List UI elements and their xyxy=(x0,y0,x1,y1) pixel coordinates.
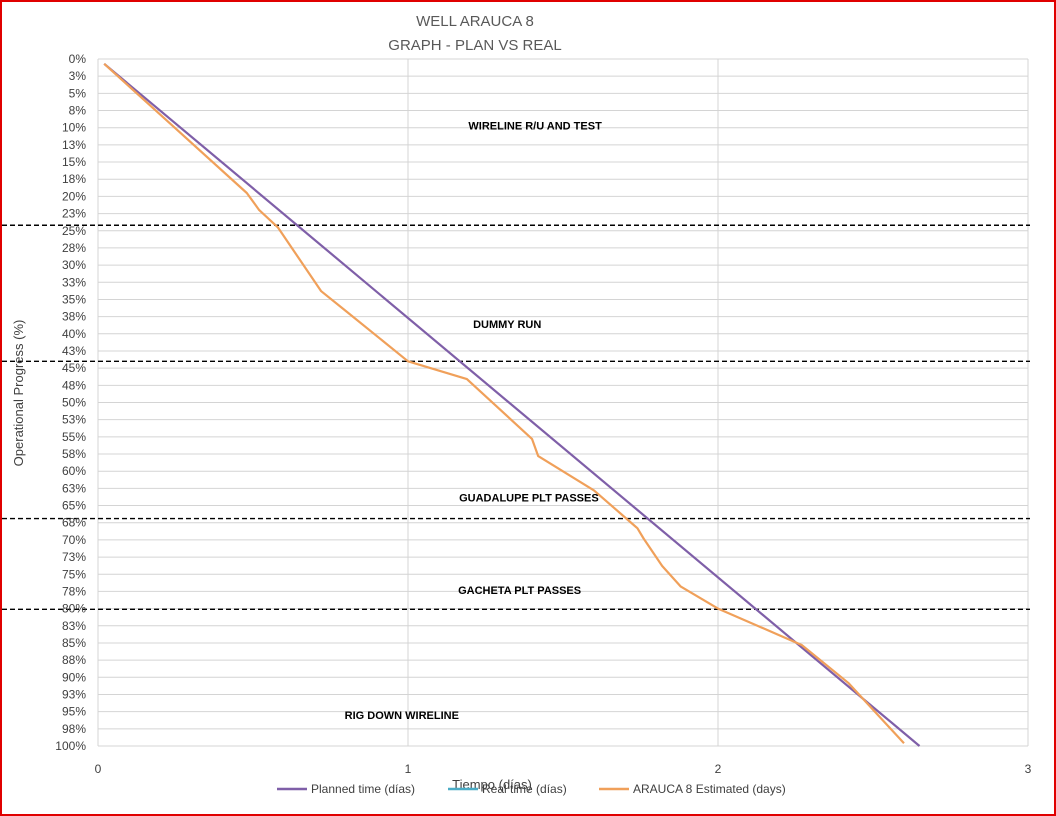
y-tick-label: 98% xyxy=(62,722,86,736)
y-tick-label: 30% xyxy=(62,258,86,272)
gridlines xyxy=(97,58,1029,747)
y-tick-label: 55% xyxy=(62,430,86,444)
y-tick-label: 0% xyxy=(69,52,87,66)
y-tick-label: 38% xyxy=(62,310,86,324)
phase-annotation: GACHETA PLT PASSES xyxy=(458,585,581,597)
y-tick-label: 18% xyxy=(62,172,86,186)
phase-annotation: WIRELINE R/U AND TEST xyxy=(468,121,602,133)
x-tick-labels: 0 1 2 3 xyxy=(95,762,1032,776)
chart-title: WELL ARAUCA 8 xyxy=(416,13,534,30)
y-tick-label: 10% xyxy=(62,121,86,135)
y-tick-label: 60% xyxy=(62,464,86,478)
legend-label-real: Real time (días) xyxy=(482,782,567,796)
y-tick-label: 78% xyxy=(62,584,86,598)
annotations: WIRELINE R/U AND TEST DUMMY RUN GUADALUPE … xyxy=(345,121,602,722)
y-tick-label: 80% xyxy=(62,602,86,616)
y-tick-label: 13% xyxy=(62,138,86,152)
chart-subtitle: GRAPH - PLAN VS REAL xyxy=(388,37,561,54)
y-tick-label: 75% xyxy=(62,567,86,581)
phase-annotation: DUMMY RUN xyxy=(473,319,541,331)
planned-time-line xyxy=(103,62,921,747)
y-tick-label: 5% xyxy=(69,86,87,100)
y-tick-labels: 0% 3% 5% 8% 10% 13% 15% 18% 20% 23% 25% 28% 30% 33% 35… xyxy=(55,52,86,753)
legend-label-estimated: ARAUCA 8 Estimated (days) xyxy=(633,782,786,796)
x-tick-label: 1 xyxy=(405,762,412,776)
y-tick-label: 40% xyxy=(62,327,86,341)
reference-lines xyxy=(2,224,1030,610)
y-tick-label: 43% xyxy=(62,344,86,358)
phase-annotation: GUADALUPE PLT PASSES xyxy=(459,492,599,504)
x-tick-label: 0 xyxy=(95,762,102,776)
y-tick-label: 28% xyxy=(62,241,86,255)
y-tick-label: 48% xyxy=(62,378,86,392)
y-tick-label: 100% xyxy=(55,739,86,753)
legend: Planned time (días) Real time (días) ARA… xyxy=(277,782,786,796)
y-tick-label: 53% xyxy=(62,413,86,427)
y-tick-label: 73% xyxy=(62,550,86,564)
estimated-line xyxy=(103,62,905,745)
series-lines xyxy=(103,62,921,747)
y-tick-label: 93% xyxy=(62,687,86,701)
y-axis-label: Operational Progress (%) xyxy=(11,320,26,467)
y-tick-label: 95% xyxy=(62,705,86,719)
y-tick-label: 35% xyxy=(62,292,86,306)
x-tick-label: 3 xyxy=(1025,762,1032,776)
y-tick-label: 45% xyxy=(62,361,86,375)
y-tick-label: 90% xyxy=(62,670,86,684)
y-tick-label: 85% xyxy=(62,636,86,650)
y-tick-label: 20% xyxy=(62,189,86,203)
legend-label-planned: Planned time (días) xyxy=(311,782,415,796)
y-tick-label: 23% xyxy=(62,207,86,221)
y-tick-label: 25% xyxy=(62,224,86,238)
phase-annotation: RIG DOWN WIRELINE xyxy=(345,710,459,722)
y-tick-label: 15% xyxy=(62,155,86,169)
y-tick-label: 50% xyxy=(62,396,86,410)
x-tick-label: 2 xyxy=(715,762,722,776)
y-tick-label: 70% xyxy=(62,533,86,547)
y-tick-label: 63% xyxy=(62,481,86,495)
y-tick-label: 58% xyxy=(62,447,86,461)
y-tick-label: 68% xyxy=(62,516,86,530)
y-tick-label: 33% xyxy=(62,275,86,289)
y-tick-label: 8% xyxy=(69,104,87,118)
y-tick-label: 83% xyxy=(62,619,86,633)
y-tick-label: 88% xyxy=(62,653,86,667)
y-tick-label: 3% xyxy=(69,69,87,83)
y-tick-label: 65% xyxy=(62,499,86,513)
